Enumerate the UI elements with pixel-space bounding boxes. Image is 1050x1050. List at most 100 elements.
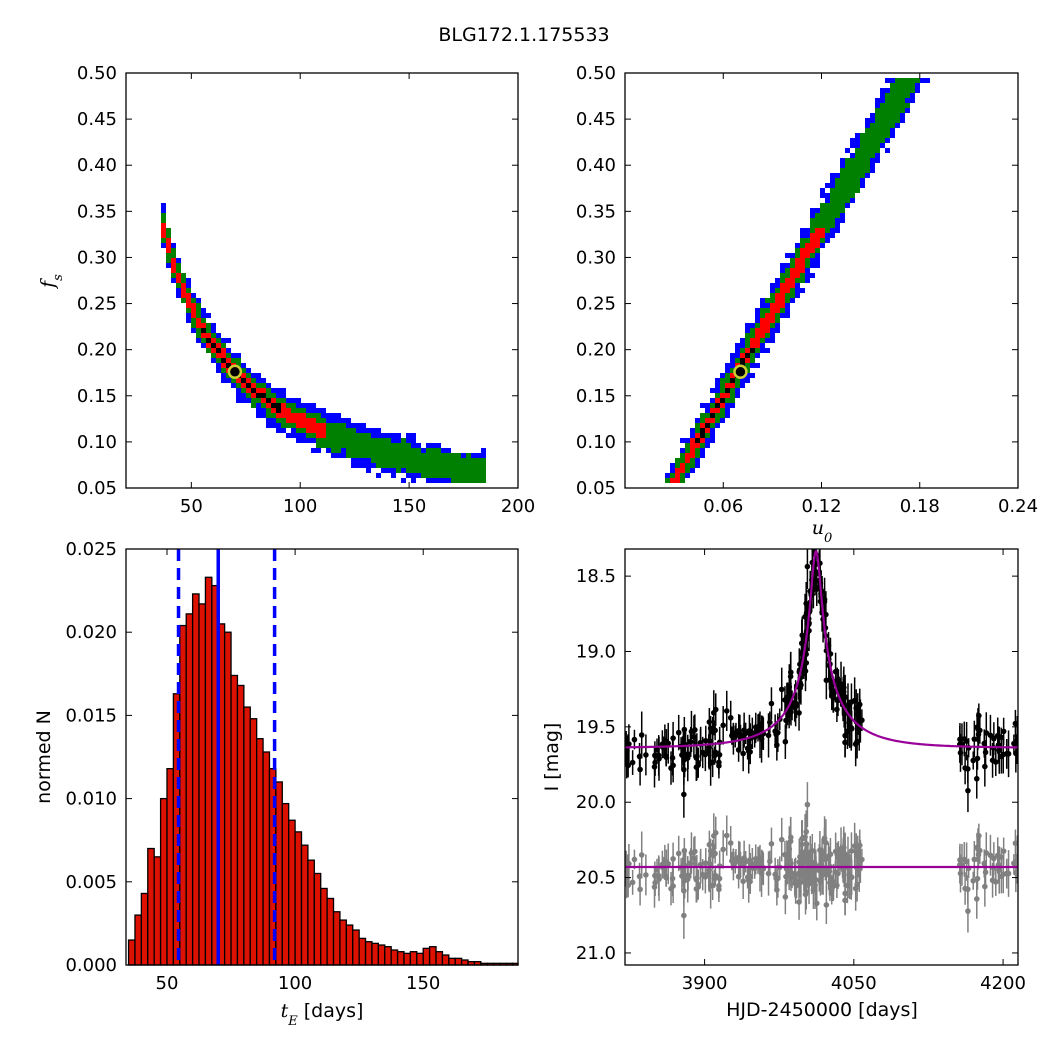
heatmap-cell-inner — [306, 428, 311, 433]
heatmap-cell-middle — [191, 298, 196, 303]
heatmap-cell-middle — [670, 473, 675, 478]
heatmap-cell-middle — [785, 268, 790, 273]
heatmap-cell-outer — [710, 388, 715, 393]
heatmap-cell-middle — [436, 473, 441, 478]
heatmap-cell-middle — [161, 238, 166, 243]
heatmap-cell-middle — [361, 433, 366, 438]
heatmap-cell-middle — [331, 438, 336, 443]
heatmap-cell-middle — [401, 448, 406, 453]
heatmap-cell-inner — [181, 283, 186, 288]
heatmap-cell-middle — [206, 348, 211, 353]
heatmap-cell-inner — [221, 353, 226, 358]
heatmap-cell-middle — [316, 413, 321, 418]
heatmap-cell-middle — [790, 293, 795, 298]
heatmap-cell-middle — [391, 443, 396, 448]
heatmap-cell-outer — [710, 398, 715, 403]
heatmap-cell-inner — [715, 398, 720, 403]
heatmap-cell-middle — [825, 213, 830, 218]
heatmap-cell-middle — [725, 398, 730, 403]
heatmap-cell-middle — [466, 458, 471, 463]
heatmap-cell-core — [710, 413, 715, 418]
heatmap-cell-outer — [401, 468, 406, 473]
heatmap-cell-middle — [406, 453, 411, 458]
heatmap-cell-outer — [880, 98, 885, 103]
histogram-bar — [134, 914, 143, 966]
heatmap-cell-outer — [411, 433, 416, 438]
histogram-bar — [300, 844, 309, 966]
heatmap-cell-middle — [436, 468, 441, 473]
heatmap-cell-outer — [780, 263, 785, 268]
heatmap-cell-inner — [695, 443, 700, 448]
heatmap-cell-outer — [356, 423, 361, 428]
heatmap-cell-outer — [281, 388, 286, 393]
heatmap-cell-outer — [835, 228, 840, 233]
heatmap-cell-inner — [191, 303, 196, 308]
heatmap-cell-middle — [406, 458, 411, 463]
heatmap-cell-middle — [770, 293, 775, 298]
y-axis-label: fs — [37, 274, 66, 290]
heatmap-cell-outer — [391, 433, 396, 438]
heatmap-cell-outer — [346, 418, 351, 423]
heatmap-cell-middle — [690, 458, 695, 463]
heatmap-cell-outer — [271, 388, 276, 393]
heatmap-cell-outer — [755, 318, 760, 323]
heatmap-cell-middle — [426, 458, 431, 463]
heatmap-cell-middle — [875, 128, 880, 133]
heatmap-cell-middle — [411, 448, 416, 453]
heatmap-cell-outer — [436, 478, 441, 483]
heatmap-cell-outer — [186, 313, 191, 318]
data-point — [834, 706, 840, 713]
heatmap-cell-outer — [855, 143, 860, 148]
data-point — [1011, 740, 1017, 747]
heatmap-cell-middle — [181, 278, 186, 283]
residual-point — [828, 887, 835, 893]
data-point — [962, 765, 968, 771]
heatmap-cell-middle — [426, 463, 431, 468]
heatmap-cell-outer — [800, 288, 805, 293]
axes-frame — [624, 72, 1019, 489]
heatmap-cell-outer — [705, 408, 710, 413]
heatmap-cell-middle — [855, 173, 860, 178]
y-tick-label: 0.05 — [77, 478, 117, 499]
histogram-bar — [377, 944, 386, 966]
data-point — [692, 727, 698, 733]
heatmap-cell-middle — [740, 348, 745, 353]
residual-point — [797, 878, 803, 885]
heatmap-cell-middle — [850, 158, 855, 163]
residual-point — [691, 855, 697, 862]
heatmap-cell-outer — [830, 183, 835, 188]
y-tick-label: 0.30 — [77, 247, 117, 268]
heatmap-cell-middle — [376, 458, 381, 463]
heatmap-cell-inner — [805, 248, 810, 253]
heatmap-cell-outer — [810, 213, 815, 218]
heatmap-cell-outer — [311, 408, 316, 413]
heatmap-cell-middle — [361, 453, 366, 458]
residual-point — [802, 891, 809, 898]
heatmap-cell-outer — [905, 98, 910, 103]
heatmap-cell-inner — [171, 258, 176, 263]
histogram-bar — [236, 684, 245, 966]
heatmap-cell-outer — [730, 363, 735, 368]
heatmap-cell-middle — [800, 278, 805, 283]
heatmap-cell-middle — [356, 453, 361, 458]
heatmap-cell-middle — [436, 453, 441, 458]
x-tick-label: 100 — [278, 973, 312, 994]
heatmap-cell-middle — [171, 248, 176, 253]
residual-point — [652, 872, 658, 879]
heatmap-cell-middle — [900, 83, 905, 88]
histogram-bar — [441, 954, 450, 966]
heatmap-cell-outer — [850, 143, 855, 148]
residual-point — [637, 886, 643, 893]
heatmap-cell-outer — [775, 323, 780, 328]
heatmap-cell-middle — [456, 453, 461, 458]
data-point — [804, 563, 811, 570]
heatmap-cell-outer — [885, 88, 890, 93]
heatmap-cell-middle — [251, 378, 256, 383]
heatmap-cell-outer — [740, 378, 745, 383]
heatmap-cell-middle — [236, 358, 241, 363]
heatmap-cell-inner — [725, 393, 730, 398]
heatmap-cell-inner — [720, 393, 725, 398]
heatmap-cell-core — [695, 438, 700, 443]
heatmap-cell-outer — [246, 398, 251, 403]
heatmap-cell-outer — [785, 313, 790, 318]
